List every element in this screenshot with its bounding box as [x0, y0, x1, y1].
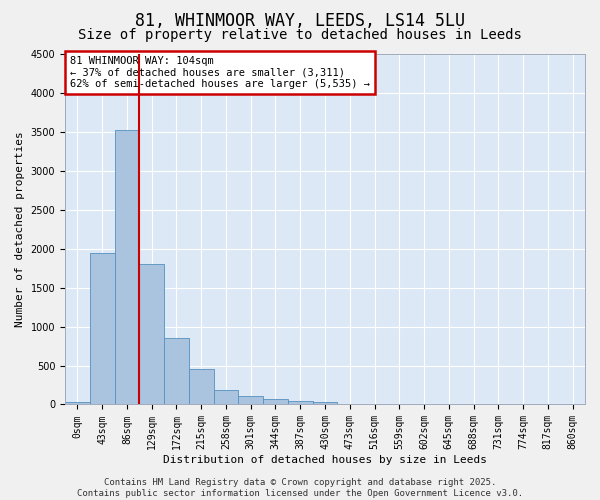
Bar: [65, 402, 90, 404]
Bar: [164, 338, 189, 404]
Bar: [115, 130, 139, 404]
Text: 81, WHINMOOR WAY, LEEDS, LS14 5LU: 81, WHINMOOR WAY, LEEDS, LS14 5LU: [135, 12, 465, 30]
Text: 81 WHINMOOR WAY: 104sqm
← 37% of detached houses are smaller (3,311)
62% of semi: 81 WHINMOOR WAY: 104sqm ← 37% of detache…: [70, 56, 370, 89]
Bar: [214, 390, 238, 404]
Bar: [189, 368, 214, 404]
Bar: [139, 264, 164, 404]
Y-axis label: Number of detached properties: Number of detached properties: [15, 132, 25, 327]
Bar: [263, 400, 288, 404]
Bar: [90, 252, 115, 404]
Bar: [238, 396, 263, 404]
X-axis label: Distribution of detached houses by size in Leeds: Distribution of detached houses by size …: [163, 455, 487, 465]
Bar: [313, 402, 337, 404]
Bar: [288, 402, 313, 404]
Text: Contains HM Land Registry data © Crown copyright and database right 2025.
Contai: Contains HM Land Registry data © Crown c…: [77, 478, 523, 498]
Text: Size of property relative to detached houses in Leeds: Size of property relative to detached ho…: [78, 28, 522, 42]
